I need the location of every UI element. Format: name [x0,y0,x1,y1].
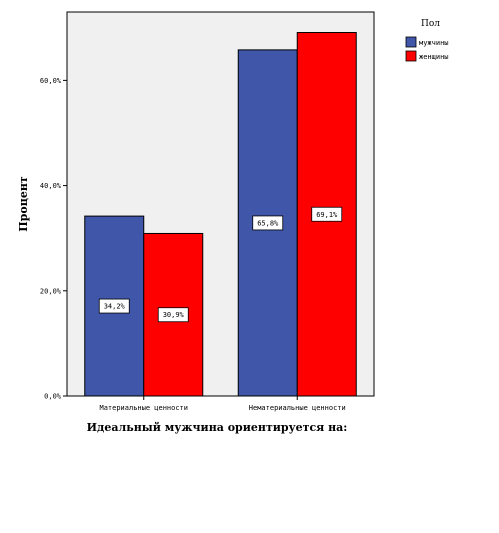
x-axis: Материальные ценности Нематериальные ценн… [99,396,346,412]
legend-title: Пол [421,19,440,29]
y-tick-label: 20,0% [40,287,62,295]
legend-label: женщины [419,53,449,61]
legend-label: мужчины [419,39,449,47]
legend-swatch [405,36,417,48]
y-tick-label: 60,0% [40,77,62,85]
legend-swatch [405,50,417,62]
y-axis: 0,0% 20,0% 40,0% 60,0% [40,77,67,401]
x-tick-label: Нематериальные ценности [249,404,346,412]
y-tick-label: 0,0% [44,393,62,401]
y-tick-label: 40,0% [40,182,62,190]
data-label: 69,1% [316,211,338,219]
data-label-box [98,298,130,314]
data-label: 34,2% [104,303,126,311]
data-label: 65,8% [257,219,279,227]
data-label-box [157,307,189,323]
y-axis-title: Процент [17,176,30,232]
legend: мужчины женщины [405,36,449,62]
data-label-box [311,206,343,222]
bars: 34,2% 30,9% 65,8% 69,1% [84,32,357,397]
data-label: 30,9% [163,311,185,319]
x-tick-label: Материальные ценности [99,404,188,412]
data-label-box [252,215,284,231]
x-axis-title: Идеальный мужчина ориентируется на: [87,421,348,434]
